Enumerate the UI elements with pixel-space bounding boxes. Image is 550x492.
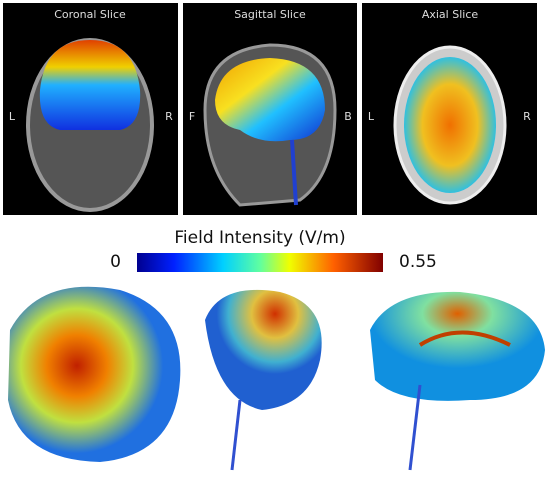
colorbar-tick-label: 0 [110, 252, 121, 272]
panel-title: Axial Slice [422, 8, 479, 21]
colorbar-title: Field Intensity (V/m) [174, 228, 345, 248]
colorbar-tick-label: 0.55 [399, 252, 437, 272]
coronal-panel: Coronal Slice L R [3, 3, 178, 215]
sagittal-panel: Sagittal Slice F B [183, 3, 357, 215]
orientation-label: F [189, 110, 195, 123]
panel-title: Sagittal Slice [234, 8, 306, 21]
axial-panel: Axial Slice L R [362, 3, 537, 215]
orientation-label: L [368, 110, 375, 123]
brain-renderings [8, 286, 545, 471]
orientation-label: R [523, 110, 531, 123]
colorbar [137, 253, 383, 272]
panel-title: Coronal Slice [54, 8, 126, 21]
orientation-label: L [9, 110, 16, 123]
orientation-label: R [165, 110, 173, 123]
orientation-label: B [344, 110, 352, 123]
